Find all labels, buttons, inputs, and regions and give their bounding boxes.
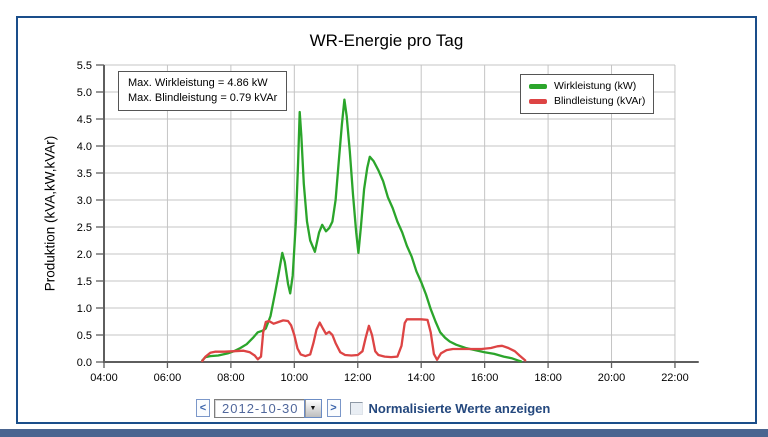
wirkleistung-swatch-icon <box>529 84 547 89</box>
max-values-annotation: Max. Wirkleistung = 4.86 kW Max. Blindle… <box>118 71 288 111</box>
blindleistung-swatch-icon <box>529 99 547 104</box>
next-day-button[interactable]: > <box>326 399 341 417</box>
y-tick-label: 0.5 <box>77 330 92 342</box>
legend: Wirkleistung (kW) Blindleistung (kVAr) <box>520 74 655 114</box>
max-blindleistung-text: Max. Blindleistung = 0.79 kVAr <box>128 92 278 104</box>
legend-label-wirkleistung: Wirkleistung (kW) <box>554 80 637 92</box>
legend-row-wirkleistung: Wirkleistung (kW) <box>529 79 645 94</box>
previous-day-button[interactable]: < <box>196 399 210 417</box>
legend-row-blindleistung: Blindleistung (kVAr) <box>529 94 645 109</box>
bottom-bar <box>0 429 768 437</box>
date-controls: < 2012-10-30 ▼ > Normalisierte Werte anz… <box>196 398 550 418</box>
x-tick-label: 10:00 <box>281 372 309 384</box>
x-tick-label: 16:00 <box>471 372 499 384</box>
x-tick-label: 18:00 <box>534 372 562 384</box>
y-tick-label: 1.5 <box>77 276 92 288</box>
chart-canvas: 0.0 0.5 1.0 1.5 2.0 2.5 3.0 3.5 4.0 4.5 5.0 5.5 04:0… <box>77 60 699 384</box>
x-tick-label: 12:00 <box>344 372 372 384</box>
legend-label-blindleistung: Blindleistung (kVAr) <box>554 95 646 107</box>
y-tick-label: 0.0 <box>77 357 92 369</box>
chevron-down-icon[interactable]: ▼ <box>304 399 321 417</box>
chart-panel: WR-Energie pro Tag Produktion (kVA,kW,kV… <box>16 16 757 424</box>
y-tick-label: 3.0 <box>77 195 92 207</box>
x-tick-label: 04:00 <box>90 372 118 384</box>
x-tick-label: 22:00 <box>661 372 689 384</box>
y-tick-label: 3.5 <box>77 168 92 180</box>
x-tick-label: 06:00 <box>154 372 182 384</box>
x-tick-label: 08:00 <box>217 372 245 384</box>
series-line <box>201 318 527 363</box>
normalized-values-checkbox[interactable] <box>349 401 363 415</box>
y-tick-label: 2.5 <box>77 222 92 234</box>
date-select[interactable]: 2012-10-30 ▼ <box>214 398 322 418</box>
y-tick-label: 1.0 <box>77 303 92 315</box>
y-tick-label: 5.0 <box>77 87 92 99</box>
normalized-values-label[interactable]: Normalisierte Werte anzeigen <box>368 400 551 416</box>
x-tick-label: 14:00 <box>407 372 435 384</box>
y-tick-label: 4.0 <box>77 141 92 153</box>
series-line <box>201 98 523 363</box>
y-tick-label: 2.0 <box>77 249 92 261</box>
date-select-value: 2012-10-30 <box>222 401 299 416</box>
chart-title: WR-Energie pro Tag <box>309 31 464 50</box>
max-wirkleistung-text: Max. Wirkleistung = 4.86 kW <box>128 77 268 89</box>
x-tick-label: 20:00 <box>598 372 626 384</box>
y-tick-label: 4.5 <box>77 114 92 126</box>
y-tick-label: 5.5 <box>77 60 92 72</box>
